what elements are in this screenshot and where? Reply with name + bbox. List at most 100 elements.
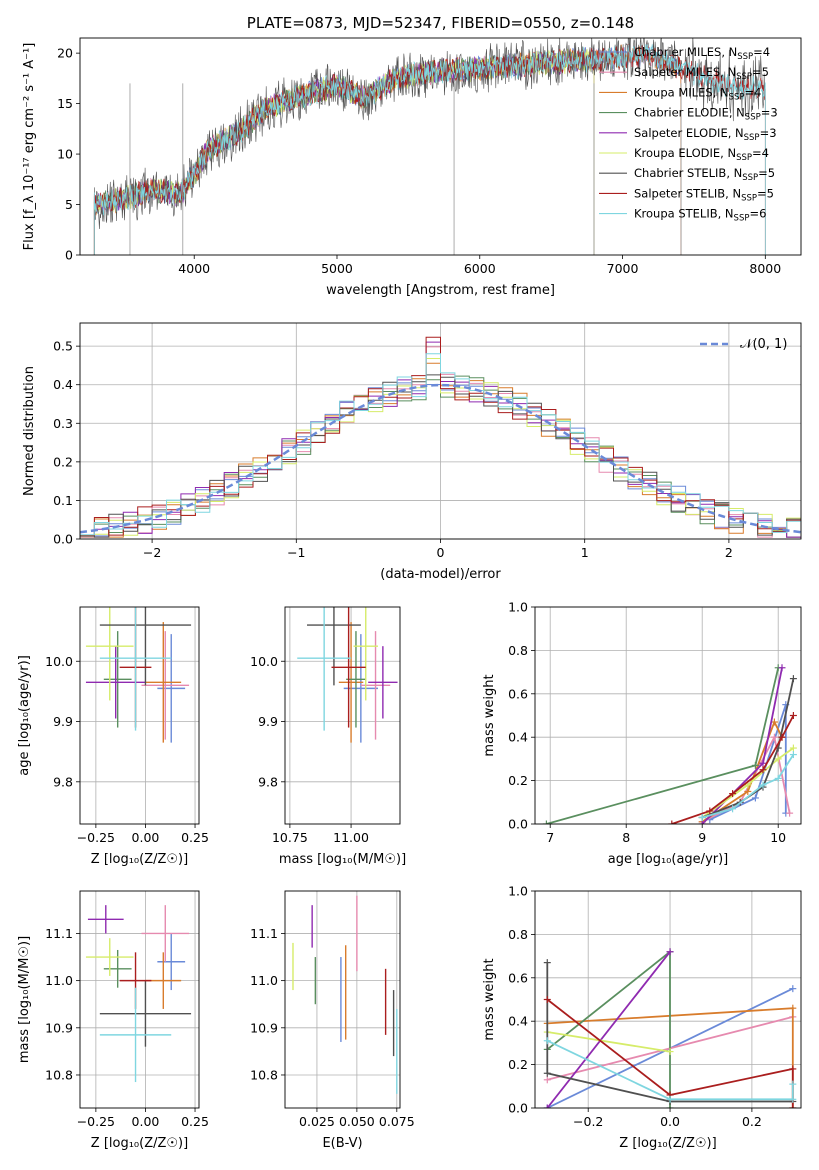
x-tick-label: 8000 bbox=[749, 261, 781, 276]
axes-frame bbox=[79, 322, 802, 540]
panel-1: 4000 5000 6000 7000 8000 0 5 10 15 20 wavelength [… bbox=[22, 37, 802, 298]
weight-line bbox=[701, 719, 783, 823]
y-tick-label: 0.1 bbox=[53, 493, 73, 508]
spectrum-line bbox=[93, 44, 766, 255]
weight-line bbox=[546, 1039, 794, 1101]
plot-area bbox=[297, 607, 398, 743]
y-tick-label: 0 bbox=[65, 248, 73, 263]
axes-frame bbox=[284, 606, 401, 825]
y-tick-label: 10.0 bbox=[250, 654, 278, 669]
axes-frame bbox=[534, 606, 802, 825]
x-axis-label: Z [log₁₀(Z/Z☉)] bbox=[91, 852, 188, 867]
axes-frame bbox=[534, 890, 802, 1109]
plot-area bbox=[85, 905, 192, 1083]
y-tick-label: 0.5 bbox=[53, 339, 73, 354]
y-tick-label: 11.1 bbox=[250, 926, 278, 941]
panel-7: 0.025 0.050 0.075 10.8 10.9 11.0 11.1 E(B-V) bbox=[250, 890, 415, 1151]
x-tick-label: 9 bbox=[698, 830, 706, 845]
y-tick-label: 15 bbox=[57, 96, 73, 111]
y-tick-label: 9.8 bbox=[258, 774, 278, 789]
x-tick-label: 0.050 bbox=[339, 1114, 375, 1129]
y-tick-label: 10.8 bbox=[250, 1067, 278, 1082]
x-tick-label: 0.2 bbox=[742, 1114, 762, 1129]
x-axis-label: mass [log₁₀(M/M☉)] bbox=[279, 852, 406, 867]
x-tick-label: 6000 bbox=[464, 261, 496, 276]
x-axis-label: Z [log₁₀(Z/Z☉)] bbox=[91, 1136, 188, 1151]
x-tick-label: 7000 bbox=[607, 261, 639, 276]
y-axis-label: Flux [f_λ 10⁻¹⁷ erg cm⁻² s⁻¹ A⁻¹] bbox=[22, 43, 37, 251]
x-tick-label: 0.0 bbox=[660, 1114, 680, 1129]
panel-6: −0.25 0.00 0.25 10.8 10.9 11.0 11.1 Z [log₁₀(Z/… bbox=[17, 890, 209, 1151]
y-tick-label: 0.6 bbox=[508, 970, 528, 985]
panel-8: −0.2 0.0 0.2 0.0 0.2 0.4 0.6 0.8 1.0 Z [log₁₀(Z/Z… bbox=[482, 884, 802, 1151]
x-tick-label: 0 bbox=[437, 545, 445, 560]
x-tick-label: −0.25 bbox=[77, 1114, 115, 1129]
y-tick-label: 10.0 bbox=[45, 654, 73, 669]
y-tick-label: 5 bbox=[65, 197, 73, 212]
y-tick-label: 0.0 bbox=[53, 532, 73, 547]
x-tick-label: 0.075 bbox=[379, 1114, 415, 1129]
x-axis-label: wavelength [Angstrom, rest frame] bbox=[326, 283, 555, 298]
y-tick-label: 1.0 bbox=[508, 600, 528, 615]
legend-entry: Chabrier MILES, NSSP=4 bbox=[634, 45, 770, 62]
y-tick-label: 9.9 bbox=[258, 714, 278, 729]
spectrum-line bbox=[94, 38, 766, 255]
y-tick-label: 10.8 bbox=[45, 1067, 73, 1082]
x-tick-label: 4000 bbox=[178, 261, 210, 276]
x-tick-label: 0.025 bbox=[299, 1114, 335, 1129]
x-tick-label: 10.75 bbox=[272, 830, 308, 845]
y-tick-label: 0.4 bbox=[53, 377, 73, 392]
x-tick-label: 10 bbox=[770, 830, 786, 845]
x-axis-label: age [log₁₀(age/yr)] bbox=[608, 852, 729, 867]
y-tick-label: 1.0 bbox=[508, 884, 528, 899]
x-tick-label: 0.00 bbox=[132, 1114, 160, 1129]
legend-entry: Kroupa MILES, NSSP=4 bbox=[634, 85, 761, 102]
chart-title: PLATE=0873, MJD=52347, FIBERID=0550, z=0… bbox=[247, 14, 634, 32]
legend-entry: Salpeter MILES, NSSP=5 bbox=[634, 65, 769, 82]
panel-4: 10.75 11.00 9.8 9.9 10.0 mass [log₁₀(M/M☉)] bbox=[250, 606, 406, 867]
y-tick-label: 11.0 bbox=[250, 973, 278, 988]
y-tick-label: 0.4 bbox=[508, 1014, 528, 1029]
plot-area bbox=[542, 664, 797, 824]
panel-2: −2 −1 0 1 2 0.0 0.1 0.2 0.3 0.4 0.5 (data-model)/er… bbox=[22, 322, 802, 582]
x-tick-label: 8 bbox=[622, 830, 630, 845]
x-tick-label: −1 bbox=[287, 545, 305, 560]
gaussian-curve bbox=[80, 383, 801, 534]
panel-3: −0.25 0.00 0.25 9.8 9.9 10.0 Z [log₁₀(Z/Z☉)] ag… bbox=[17, 606, 209, 867]
weight-line bbox=[546, 951, 671, 1108]
weight-line bbox=[547, 1031, 671, 1053]
x-axis-label: E(B-V) bbox=[322, 1136, 362, 1151]
panel-5: 7 8 9 10 0.0 0.2 0.4 0.6 0.8 1.0 age [log₁₀(age/yr… bbox=[482, 600, 802, 867]
y-tick-label: 11.1 bbox=[45, 926, 73, 941]
y-axis-label: mass [log₁₀(M/M☉)] bbox=[17, 936, 32, 1063]
x-tick-label: 11.00 bbox=[333, 830, 369, 845]
y-tick-label: 0.2 bbox=[53, 454, 73, 469]
x-tick-label: 0.00 bbox=[132, 830, 160, 845]
y-tick-label: 0.0 bbox=[508, 1101, 528, 1116]
axes-frame bbox=[284, 890, 401, 1109]
plot-area bbox=[543, 948, 797, 1108]
x-tick-label: 7 bbox=[546, 830, 554, 845]
y-tick-label: 0.8 bbox=[508, 927, 528, 942]
legend-entry: Salpeter STELIB, NSSP=5 bbox=[634, 186, 774, 203]
legend-entry: Kroupa ELODIE, NSSP=4 bbox=[634, 146, 769, 163]
y-tick-label: 0.3 bbox=[53, 416, 73, 431]
y-axis-label: Normed distribution bbox=[22, 366, 37, 496]
plot-area bbox=[292, 895, 398, 1094]
y-axis-label: mass weight bbox=[482, 674, 497, 756]
x-tick-label: −0.2 bbox=[573, 1114, 603, 1129]
y-tick-label: 0.6 bbox=[508, 686, 528, 701]
plot-area bbox=[93, 38, 766, 255]
axes-frame bbox=[79, 37, 802, 256]
x-tick-label: −2 bbox=[143, 545, 161, 560]
x-axis-label: (data-model)/error bbox=[380, 567, 501, 582]
legend-entry: 𝒩(0, 1) bbox=[740, 337, 787, 352]
weight-line bbox=[546, 962, 793, 1103]
y-tick-label: 10.9 bbox=[45, 1020, 73, 1035]
legend-entry: Chabrier ELODIE, NSSP=3 bbox=[634, 106, 778, 123]
y-tick-label: 0.8 bbox=[508, 643, 528, 658]
y-tick-label: 0.2 bbox=[508, 773, 528, 788]
y-tick-label: 20 bbox=[57, 46, 73, 61]
legend-entry: Kroupa STELIB, NSSP=6 bbox=[634, 207, 766, 224]
plot-area bbox=[80, 336, 801, 539]
